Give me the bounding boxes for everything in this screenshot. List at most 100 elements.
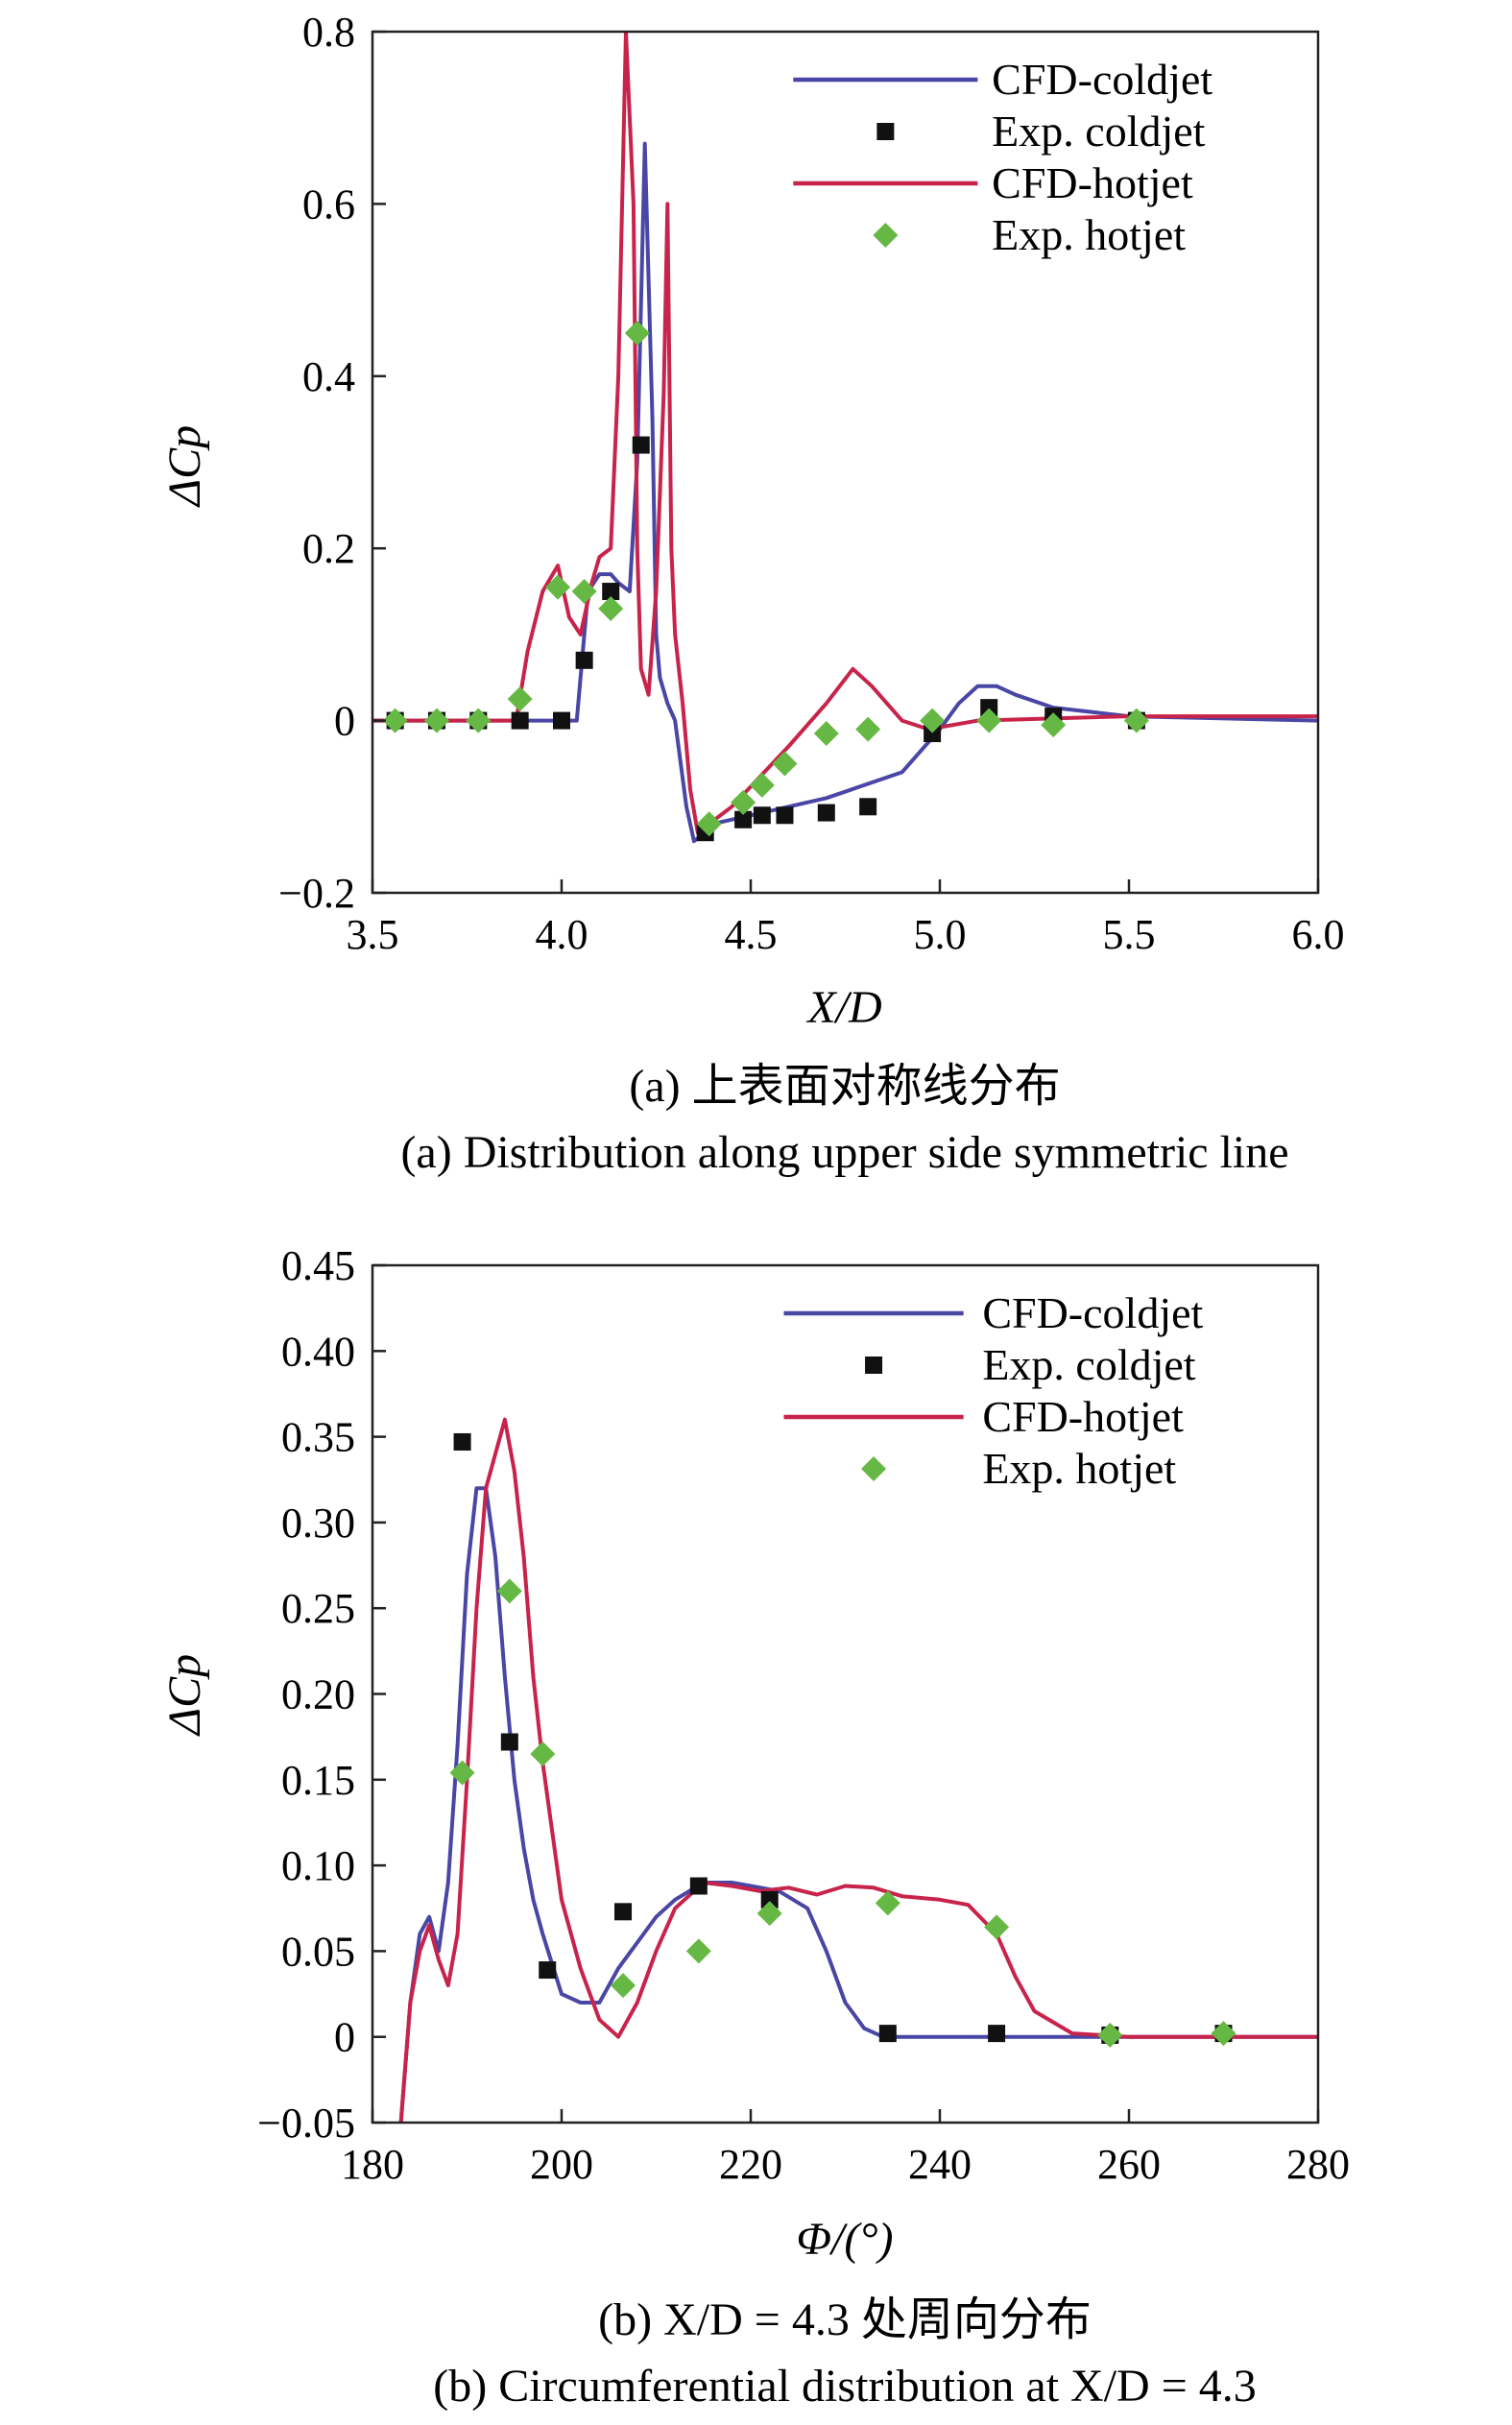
panel-b-x-tick-label: 260 (1097, 2141, 1161, 2188)
panel-a-point-exp-hotjet (1123, 708, 1149, 733)
panel-a-point-exp-coldjet (859, 798, 877, 816)
panel-a-series-cfd-hotjet (372, 32, 1318, 835)
panel-a-plot-frame (371, 30, 1320, 895)
panel-a-point-exp-hotjet (507, 686, 533, 712)
panel-b-x-axis-label: Φ/(°) (796, 2214, 893, 2265)
panel-b-point-exp-coldjet (878, 2025, 897, 2043)
panel-b-point-exp-hotjet (449, 1760, 475, 1786)
panel-b-legend-label-cfd-coldjet: CFD-coldjet (982, 1288, 1203, 1337)
panel-a-y-tick-label: 0.2 (302, 525, 355, 572)
panel-a-point-exp-coldjet (924, 725, 942, 743)
panel-a-x-axis-label: X/D (805, 982, 881, 1033)
panel-a-y-tick-label: 0.6 (302, 180, 355, 228)
panel-a-point-exp-hotjet (598, 595, 624, 621)
panel-a-legend-label-cfd-coldjet: CFD-coldjet (992, 55, 1212, 104)
panel-a-caption-zh: (a) 上表面对称线分布 (629, 1061, 1060, 1112)
panel-a-legend-label-exp-coldjet: Exp. coldjet (992, 107, 1205, 156)
panel-b-point-exp-hotjet (1097, 2022, 1123, 2048)
panel-b-point-exp-coldjet (689, 1877, 708, 1895)
panel-a-series-cfd-coldjet (372, 141, 1318, 844)
panel-a-y-tick-label: 0.4 (302, 353, 355, 400)
panel-b-y-tick-label: 0.20 (281, 1671, 355, 1718)
panel-a-point-exp-hotjet (466, 708, 492, 733)
panel-a-point-exp-hotjet (545, 574, 571, 600)
panel-a-point-exp-hotjet (624, 320, 650, 346)
panel-b-legend-swatch-exp-coldjet (865, 1357, 883, 1374)
panel-a-point-exp-hotjet (920, 708, 946, 733)
panel-b-caption-zh: (b) X/D = 4.3 处周向分布 (598, 2294, 1092, 2345)
panel-b-y-axis-label: ΔCp (159, 1654, 210, 1737)
panel-b-y-tick-label: −0.05 (257, 2100, 355, 2147)
panel-a-y-tick-label: 0.8 (302, 9, 355, 56)
panel-b-point-exp-coldjet (539, 1961, 557, 1980)
panel-a-point-exp-coldjet (817, 804, 835, 822)
panel-a-point-exp-coldjet (734, 810, 753, 828)
panel-b-x-tick-label: 280 (1286, 2141, 1350, 2188)
panel-b-y-tick-label: 0.05 (281, 1928, 355, 1975)
panel-a-point-exp-coldjet (553, 711, 570, 730)
panel-a-point-exp-coldjet (511, 711, 529, 730)
panel-a-point-exp-hotjet (1041, 712, 1067, 738)
panel-b-point-exp-hotjet (984, 1914, 1010, 1940)
panel-a-point-exp-hotjet (772, 751, 798, 777)
panel-b-legend-label-exp-hotjet: Exp. hotjet (982, 1444, 1176, 1493)
panel-a-x-tick-label: 4.0 (536, 911, 588, 958)
panel-a-point-exp-coldjet (575, 651, 593, 669)
panel-b-point-exp-hotjet (756, 1901, 782, 1927)
panel-a-point-exp-hotjet (571, 579, 597, 605)
panel-b-point-exp-coldjet (453, 1432, 471, 1451)
panel-a-point-exp-coldjet (602, 583, 620, 601)
panel-a-x-tick-label: 6.0 (1292, 911, 1345, 958)
panel-b-point-exp-hotjet (685, 1938, 711, 1964)
panel-b-point-exp-hotjet (611, 1973, 636, 1999)
panel-b-series-cfd-coldjet (398, 1486, 1318, 2123)
panel-b-legend-label-cfd-hotjet: CFD-hotjet (982, 1392, 1184, 1441)
panel-b-y-tick-label: 0 (334, 2014, 355, 2061)
panel-a-x-tick-label: 3.5 (347, 911, 399, 958)
panel-a-point-exp-coldjet (980, 699, 998, 717)
panel-b-series-cfd-hotjet (398, 1417, 1318, 2123)
panel-b-point-exp-hotjet (875, 1890, 900, 1916)
panel-b-legend-swatch-exp-hotjet (861, 1456, 887, 1481)
panel-b-y-tick-label: 0.40 (281, 1328, 355, 1375)
panel-a-point-exp-hotjet (976, 708, 1002, 733)
panel-b-x-tick-label: 200 (530, 2141, 593, 2188)
panel-b-point-exp-coldjet (760, 1890, 779, 1909)
panel-b-chart: 180 200 220 240 260 280 −0.05 0 0.05 0.10 0.15 0.20… (159, 1242, 1350, 2265)
panel-b-point-exp-hotjet (496, 1578, 522, 1604)
panel-a-point-exp-coldjet (753, 806, 771, 825)
panel-a-legend-swatch-exp-coldjet (876, 123, 895, 140)
panel-b-point-exp-coldjet (988, 2025, 1006, 2043)
panel-a-point-exp-hotjet (749, 772, 775, 798)
panel-b-y-tick-label: 0.15 (281, 1757, 355, 1804)
panel-b-x-tick-label: 240 (908, 2141, 972, 2188)
panel-b-y-tick-label: 0.45 (281, 1242, 355, 1289)
panel-a-x-tick-label: 4.5 (725, 911, 778, 958)
panel-b-caption-en: (b) Circumferential distribution at X/D … (433, 2361, 1257, 2412)
panel-a-point-exp-hotjet (423, 708, 449, 733)
panel-a-chart: 3.5 4.0 4.5 5.0 5.5 6.0−0.200.20.40.60.8 X/D … (159, 9, 1345, 1033)
panel-a-legend-label-exp-hotjet: Exp. hotjet (992, 210, 1186, 259)
panel-a-point-exp-hotjet (731, 789, 756, 815)
panel-b-point-exp-coldjet (500, 1733, 518, 1751)
panel-a-legend-swatch-exp-hotjet (873, 223, 899, 248)
panel-b-y-tick-label: 0.25 (281, 1585, 355, 1632)
panel-b-y-tick-label: 0.30 (281, 1500, 355, 1547)
panel-a-point-exp-coldjet (776, 806, 794, 825)
panel-b-point-exp-coldjet (614, 1903, 633, 1921)
panel-a-point-exp-hotjet (813, 721, 839, 747)
panel-b-y-tick-label: 0.35 (281, 1414, 355, 1461)
panel-a-caption-en: (a) Distribution along upper side symmet… (400, 1127, 1288, 1178)
panel-a-x-tick-label: 5.0 (914, 911, 967, 958)
panel-b-x-tick-label: 220 (719, 2141, 782, 2188)
panel-a-y-axis-label: ΔCp (159, 425, 210, 508)
panel-a-y-tick-label: −0.2 (278, 870, 355, 917)
panel-a-point-exp-hotjet (855, 716, 881, 742)
panel-a-point-exp-hotjet (382, 708, 408, 733)
panel-a-x-tick-label: 5.5 (1103, 911, 1156, 958)
panel-b-y-tick-label: 0.10 (281, 1842, 355, 1889)
panel-a-point-exp-hotjet (696, 811, 722, 837)
panel-a-point-exp-coldjet (632, 436, 650, 454)
panel-b-legend-label-exp-coldjet: Exp. coldjet (982, 1340, 1195, 1389)
